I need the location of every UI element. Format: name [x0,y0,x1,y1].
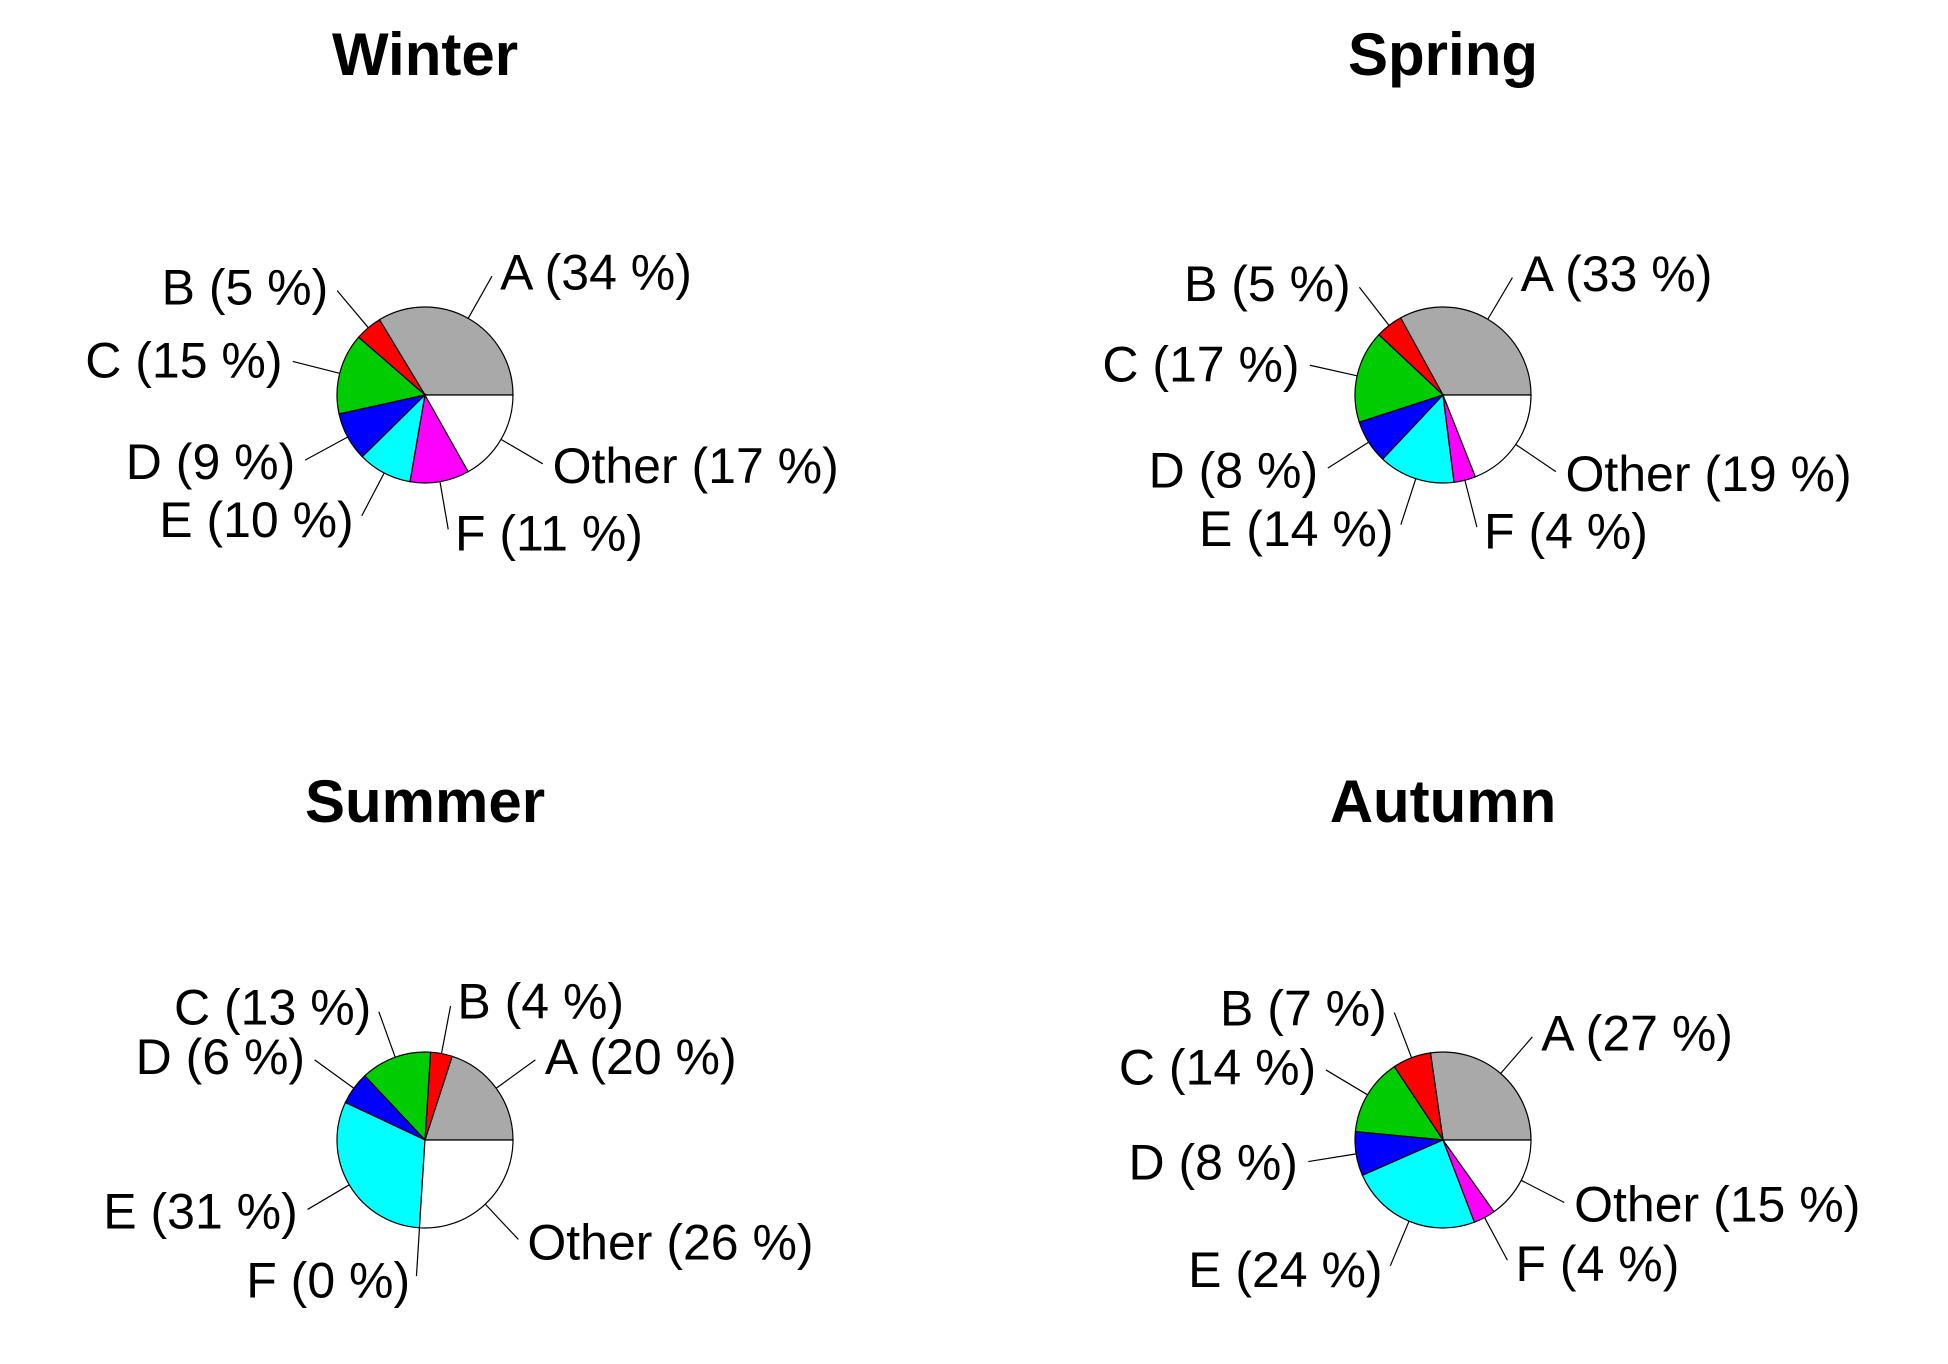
pie-slice-winter-c [336,336,427,415]
pie-label-autumn-d: D (8 %) [1129,1134,1298,1190]
pie-label-autumn-other: Other (15 %) [1574,1177,1860,1233]
pie-slice-autumn-c [1354,1065,1445,1141]
pie-label-spring-d: D (8 %) [1149,442,1318,498]
pie-leader-winter-f [439,481,449,530]
pie-slice-winter-a [378,306,514,396]
pie-label-summer-f: F (0 %) [246,1253,410,1309]
pie-slice-spring-a [1399,306,1532,396]
pie-label-winter-a: A (34 %) [500,244,692,300]
pie-slice-spring-c [1354,333,1445,423]
pie-leader-spring-a [1487,277,1513,320]
pie-label-spring-c: C (17 %) [1102,336,1299,392]
pie-label-winter-other: Other (17 %) [553,438,839,494]
pie-leader-autumn-b [1393,1012,1413,1059]
pie-label-autumn-c: C (14 %) [1119,1040,1316,1096]
pie-leader-summer-f [415,1227,421,1277]
pie-panel-summer: Summer A (20 %)B (4 %) C (13 %)D (6 %) E (… [103,768,813,1309]
pie-label-spring-f: F (4 %) [1484,503,1648,559]
pie-leader-autumn-other [1520,1179,1565,1204]
pie-leader-summer-other [484,1203,519,1240]
pie-leader-spring-b [1358,286,1390,326]
pie-title-autumn: Autumn [1330,768,1557,835]
pie-label-spring-e: E (14 %) [1199,501,1394,557]
pie-leader-autumn-e [1389,1220,1410,1267]
pie-leader-autumn-d [1308,1153,1357,1163]
pie-slice-autumn-other [1441,1139,1532,1213]
pie-slice-autumn-a [1429,1051,1532,1141]
pie-leader-winter-e [361,472,385,517]
pie-leader-winter-c [292,360,340,374]
pie-label-spring-a: A (33 %) [1521,246,1713,302]
pie-label-autumn-f: F (4 %) [1516,1236,1680,1292]
pie-leader-autumn-c [1325,1069,1368,1096]
pie-slice-summer-c [363,1051,432,1142]
pie-leader-autumn-a [1500,1036,1533,1074]
pie-slice-summer-e [336,1101,426,1229]
pie-title-winter: Winter [332,21,518,88]
pie-leader-winter-other [500,438,544,465]
pie-panel-spring: Spring A (33 %) B (5 %) C (17 %) D (8 %)E (… [1102,21,1851,559]
pie-label-summer-other: Other (26 %) [527,1215,813,1271]
pie-slice-summer-a [424,1055,514,1141]
pie-label-winter-b: B (5 %) [162,259,329,315]
pie-label-winter-c: C (15 %) [85,332,282,388]
pie-leader-spring-other [1515,443,1557,473]
pie-title-summer: Summer [305,768,545,835]
pie-leader-spring-f [1464,480,1478,528]
pie-leader-winter-d [304,436,348,461]
pie-leader-autumn-f [1484,1217,1508,1261]
pie-label-winter-d: D (9 %) [126,434,295,490]
pie-title-spring: Spring [1348,21,1538,88]
pie-leader-summer-b [440,1005,452,1054]
pie-leader-summer-a [495,1059,536,1089]
pie-label-summer-e: E (31 %) [103,1184,298,1240]
pie-label-autumn-a: A (27 %) [1541,1006,1733,1062]
pie-label-autumn-b: B (7 %) [1220,980,1387,1036]
pie-label-summer-c: C (13 %) [174,980,371,1036]
pie-leader-winter-a [467,275,493,319]
pie-panel-autumn: Autumn A (27 %) B (7 %)C (14 %) D (8 %) E (… [1119,768,1860,1298]
pie-label-spring-other: Other (19 %) [1565,446,1851,502]
pie-leader-summer-c [378,1011,396,1058]
pie-label-winter-e: E (10 %) [159,492,354,548]
pie-label-summer-b: B (4 %) [457,974,624,1030]
pie-label-spring-b: B (5 %) [1184,256,1351,312]
pie-slice-summer-other [418,1139,514,1229]
pie-leader-winter-b [336,290,369,329]
pie-leader-summer-e [307,1184,350,1210]
pie-label-summer-d: D (6 %) [136,1029,305,1085]
pie-label-autumn-e: E (24 %) [1188,1242,1383,1298]
pie-panel-winter: Winter A (34 %) B (5 %) C (15 %) D (9 %)E (… [85,21,839,562]
pie-leader-summer-d [314,1059,355,1089]
pie-label-summer-a: A (20 %) [545,1029,737,1085]
pie-leader-spring-c [1309,364,1358,377]
pie-leader-spring-e [1400,478,1417,525]
pie-label-winter-f: F (11 %) [455,506,643,562]
pie-leader-spring-d [1327,441,1370,469]
